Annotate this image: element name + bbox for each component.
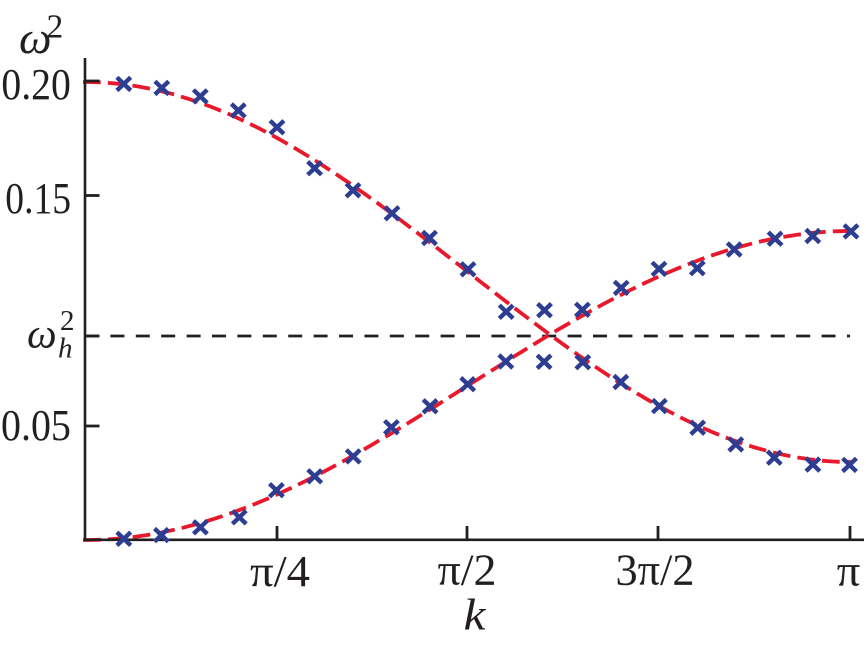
- svg-text:0.15: 0.15: [5, 174, 71, 223]
- svg-text:h: h: [58, 333, 73, 365]
- svg-text:ω: ω: [27, 312, 57, 358]
- svg-text:k: k: [464, 591, 488, 640]
- svg-text:2: 2: [60, 305, 75, 337]
- svg-text:ω: ω: [19, 12, 51, 63]
- svg-text:π/2: π/2: [438, 546, 497, 595]
- svg-text:2: 2: [47, 9, 64, 46]
- svg-text:π: π: [837, 547, 861, 596]
- svg-text:0.20: 0.20: [1, 60, 71, 109]
- svg-text:π/4: π/4: [250, 547, 310, 596]
- svg-text:3π/2: 3π/2: [616, 546, 695, 595]
- svg-text:0.05: 0.05: [1, 401, 71, 450]
